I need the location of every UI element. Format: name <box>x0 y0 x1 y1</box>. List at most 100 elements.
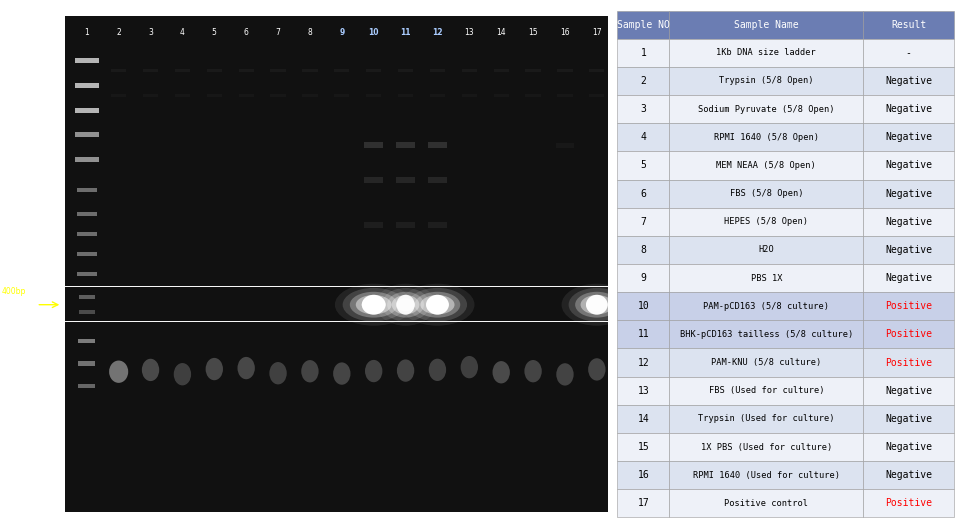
Bar <box>175 69 190 72</box>
Bar <box>398 94 413 97</box>
Ellipse shape <box>493 361 510 383</box>
Bar <box>143 94 158 97</box>
Text: 14: 14 <box>497 29 506 37</box>
Text: 5: 5 <box>211 29 216 37</box>
Bar <box>670 320 863 348</box>
Text: 1: 1 <box>84 29 89 37</box>
Bar <box>238 69 254 72</box>
Text: PAM-pCD163 (5/8 culture): PAM-pCD163 (5/8 culture) <box>703 301 830 311</box>
Text: 9: 9 <box>640 273 646 283</box>
Bar <box>302 69 318 72</box>
Text: Positive control: Positive control <box>724 499 809 508</box>
Text: 10: 10 <box>637 301 649 311</box>
Text: 17: 17 <box>637 498 649 508</box>
Text: Negative: Negative <box>885 188 932 199</box>
Bar <box>617 180 670 208</box>
Text: 1: 1 <box>640 48 646 58</box>
Bar <box>617 39 670 67</box>
Text: 15: 15 <box>528 29 538 37</box>
Text: 2: 2 <box>117 29 121 37</box>
Bar <box>367 69 381 72</box>
Bar <box>670 67 863 95</box>
Text: Sample Name: Sample Name <box>734 20 799 30</box>
Bar <box>238 94 254 97</box>
Ellipse shape <box>391 295 419 314</box>
Bar <box>77 272 97 276</box>
Bar <box>556 143 573 148</box>
Bar <box>461 69 477 72</box>
Bar <box>396 222 415 228</box>
Ellipse shape <box>562 284 633 326</box>
Bar <box>617 208 670 236</box>
Ellipse shape <box>365 360 383 382</box>
Text: 17: 17 <box>592 29 602 37</box>
Bar <box>430 94 445 97</box>
Bar <box>863 95 954 123</box>
Text: 400bp: 400bp <box>2 287 26 296</box>
Bar <box>175 94 190 97</box>
Bar <box>863 405 954 433</box>
Bar <box>670 236 863 264</box>
Bar <box>863 433 954 461</box>
Text: Negative: Negative <box>885 217 932 227</box>
Ellipse shape <box>174 363 191 385</box>
Bar <box>863 39 954 67</box>
Bar <box>863 208 954 236</box>
Bar <box>271 69 285 72</box>
Bar <box>271 94 285 97</box>
Bar <box>525 94 541 97</box>
Ellipse shape <box>396 295 414 315</box>
Bar <box>863 264 954 292</box>
Ellipse shape <box>301 360 319 382</box>
Bar <box>75 108 99 112</box>
Bar <box>670 39 863 67</box>
Text: 4: 4 <box>640 133 646 142</box>
Text: 13: 13 <box>464 29 474 37</box>
Bar <box>863 320 954 348</box>
Text: 16: 16 <box>560 29 569 37</box>
Text: 12: 12 <box>433 29 443 37</box>
Text: 4: 4 <box>180 29 185 37</box>
Bar <box>111 94 126 97</box>
Bar <box>863 236 954 264</box>
Bar <box>75 58 99 63</box>
Bar <box>617 292 670 320</box>
Text: 7: 7 <box>640 217 646 227</box>
Text: HEPES (5/8 Open): HEPES (5/8 Open) <box>724 217 809 227</box>
Bar <box>863 376 954 405</box>
Text: Positive: Positive <box>885 301 932 311</box>
Bar <box>75 157 99 162</box>
Text: 3: 3 <box>148 29 153 37</box>
Bar <box>670 180 863 208</box>
Bar <box>617 348 670 376</box>
Ellipse shape <box>335 284 412 326</box>
Bar <box>207 69 222 72</box>
Bar <box>863 461 954 489</box>
Text: PAM-KNU (5/8 culture): PAM-KNU (5/8 culture) <box>711 358 821 367</box>
Text: 6: 6 <box>640 188 646 199</box>
Text: 14: 14 <box>637 414 649 424</box>
Bar <box>334 69 349 72</box>
Text: Negative: Negative <box>885 442 932 452</box>
Bar <box>207 94 222 97</box>
Bar <box>75 83 99 88</box>
Text: Negative: Negative <box>885 76 932 86</box>
Bar <box>494 94 509 97</box>
Bar <box>670 152 863 180</box>
Ellipse shape <box>400 284 475 326</box>
Text: Trypsin (Used for culture): Trypsin (Used for culture) <box>698 414 835 423</box>
Bar <box>302 94 318 97</box>
Bar <box>863 489 954 517</box>
Bar <box>863 348 954 376</box>
Bar <box>670 348 863 376</box>
Text: FBS (5/8 Open): FBS (5/8 Open) <box>729 189 803 198</box>
Ellipse shape <box>426 298 449 311</box>
Text: Negative: Negative <box>885 245 932 255</box>
Bar <box>670 123 863 152</box>
Text: MEM NEAA (5/8 Open): MEM NEAA (5/8 Open) <box>717 161 816 170</box>
Text: 13: 13 <box>637 386 649 395</box>
Text: Trypsin (5/8 Open): Trypsin (5/8 Open) <box>719 77 813 86</box>
Text: 10: 10 <box>368 29 379 37</box>
Ellipse shape <box>586 295 608 315</box>
Bar <box>617 123 670 152</box>
